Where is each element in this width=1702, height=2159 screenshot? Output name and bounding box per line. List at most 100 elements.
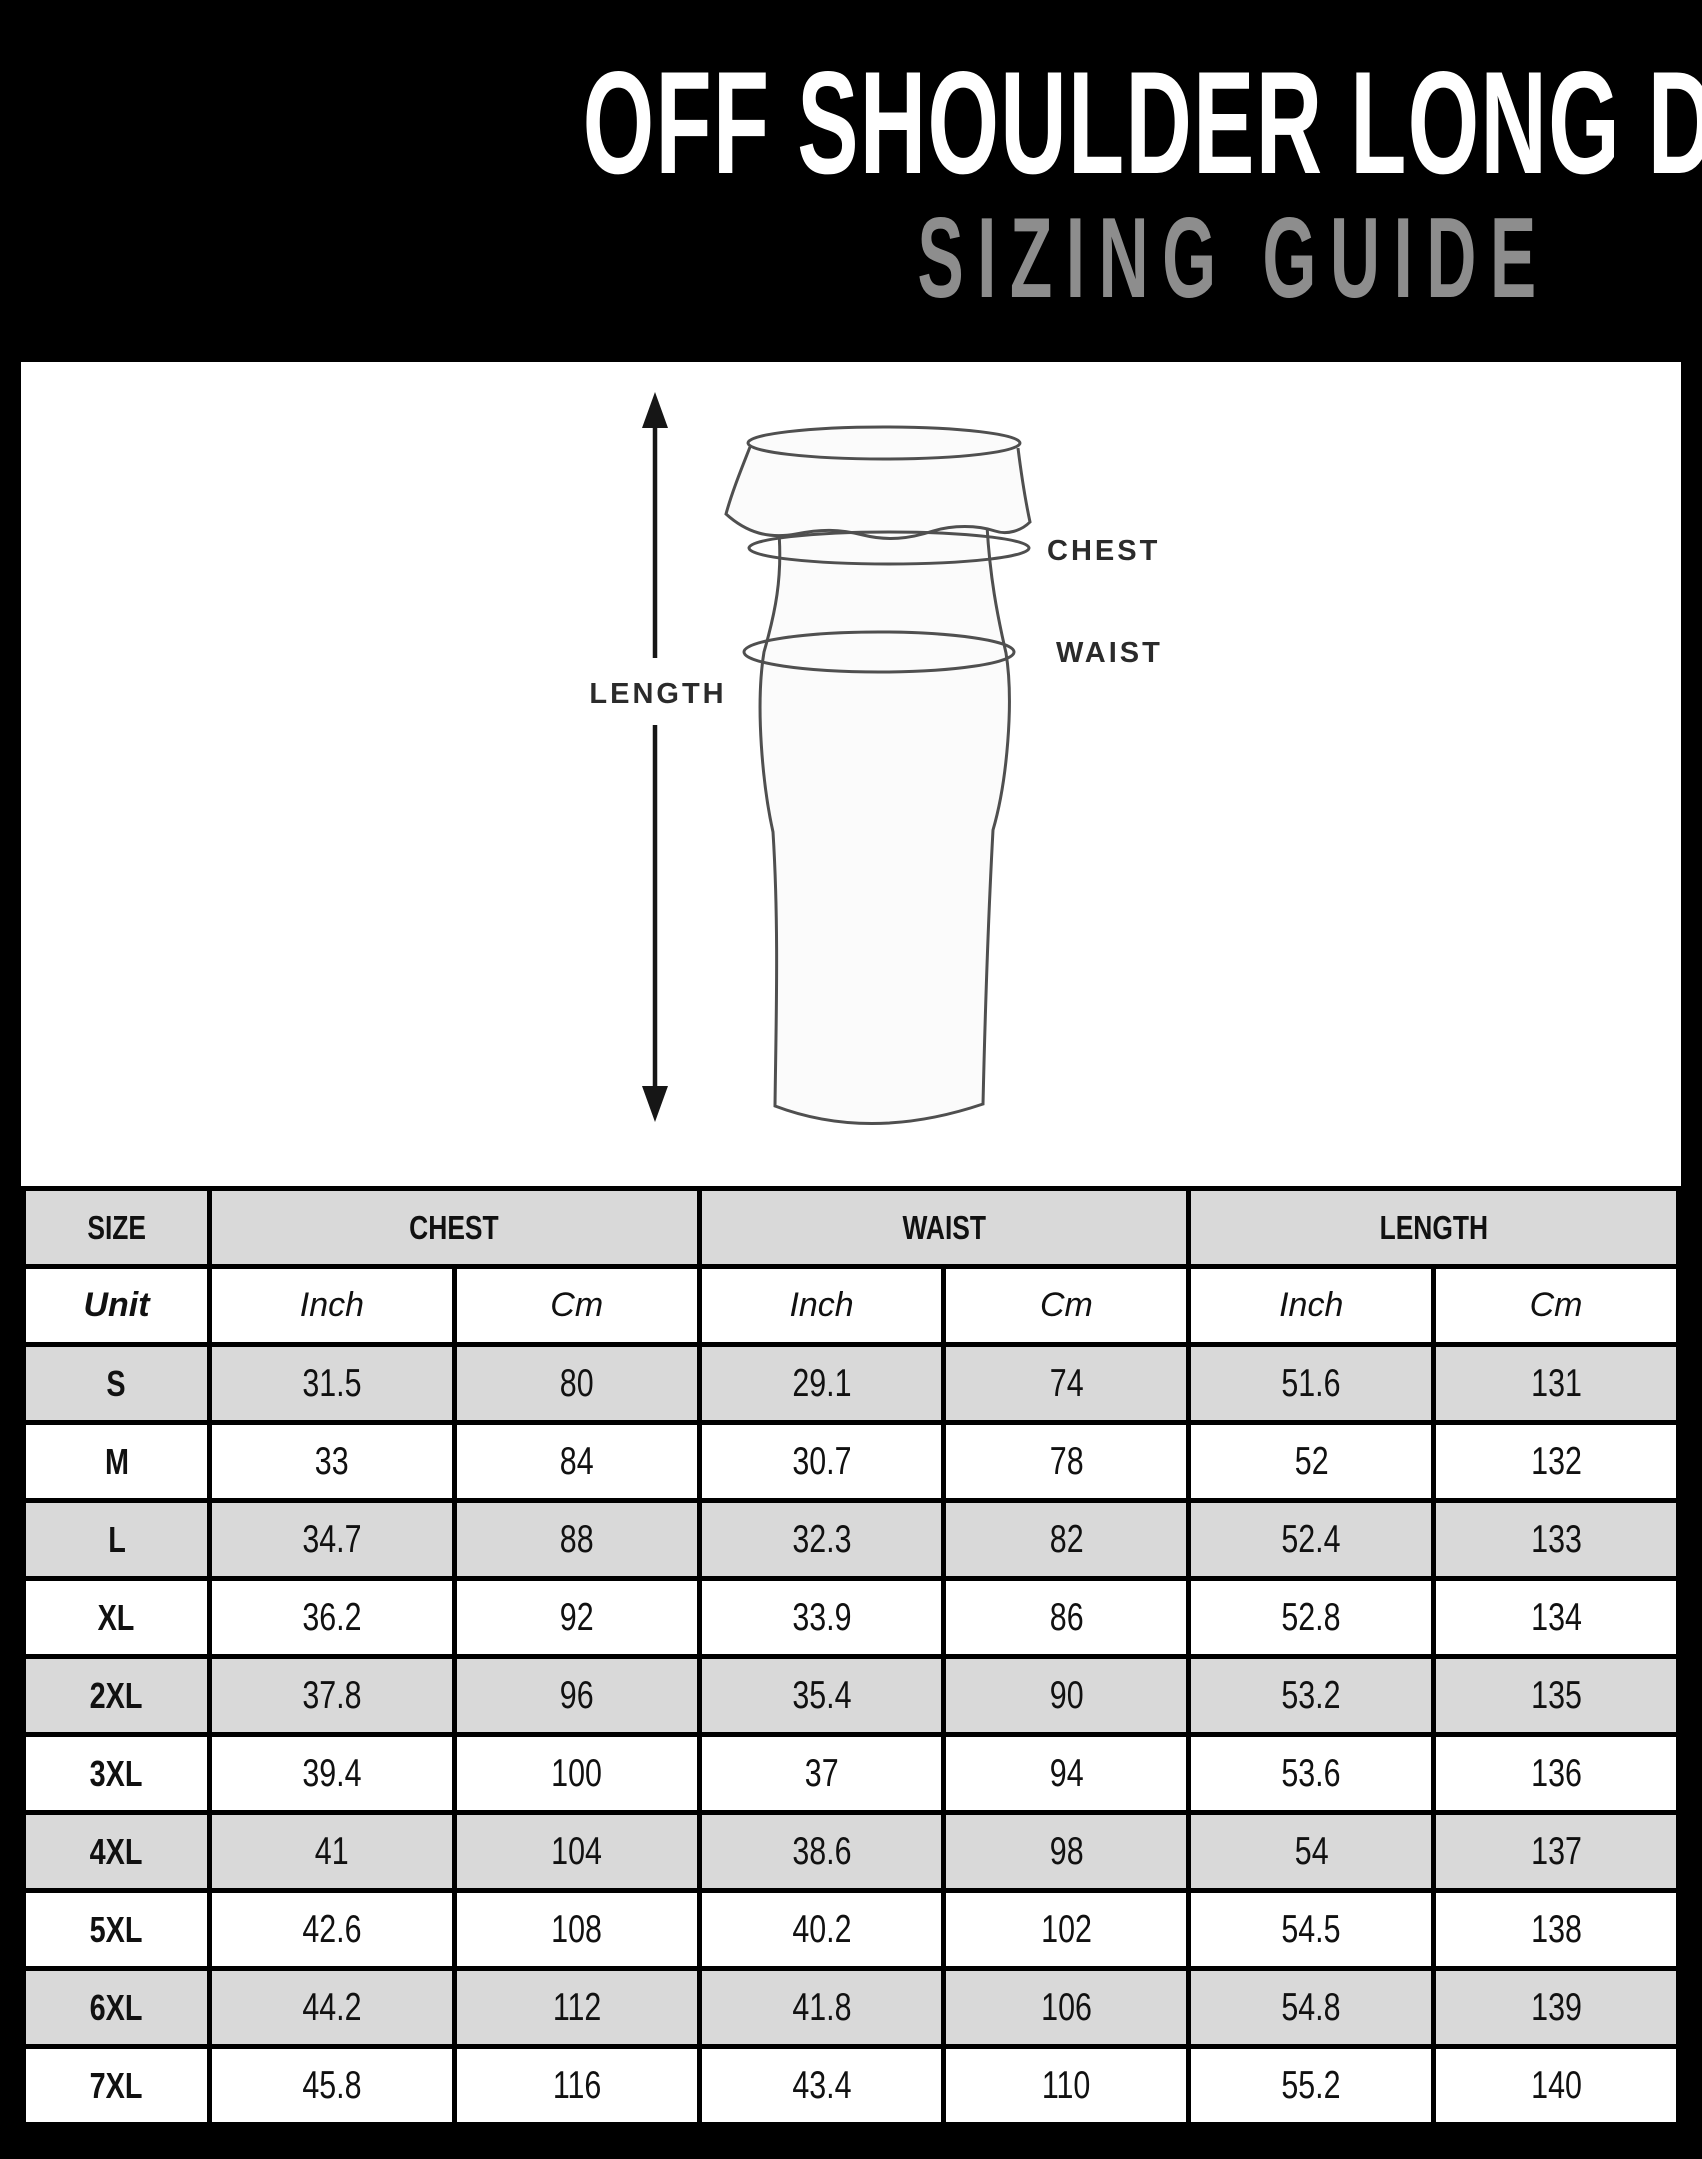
value-cell: 78 [941, 1420, 1192, 1503]
value-cell: 140 [1431, 2044, 1681, 2127]
value-cell: 33.9 [696, 1576, 947, 1659]
value-cell: 82 [941, 1498, 1192, 1581]
value-cell: 137 [1431, 1810, 1681, 1893]
value-cell: 96 [451, 1654, 702, 1737]
value-cell: 135 [1431, 1654, 1681, 1737]
value-cell: 41 [207, 1810, 457, 1893]
value-cell: 102 [941, 1888, 1192, 1971]
unit-cell: Inch [207, 1264, 457, 1347]
value-cell: 52.4 [1186, 1498, 1437, 1581]
unit-cell-text: Inch [789, 1286, 854, 1324]
size-cell: 5XL [21, 1888, 212, 1971]
value-cell: 90 [941, 1654, 1192, 1737]
dress-diagram: CHEST WAIST LENGTH [21, 362, 1681, 1186]
value-cell: 42.6 [207, 1888, 457, 1971]
value-cell: 92 [451, 1576, 702, 1659]
table-row: XL 36.2 92 33.9 86 52.8 134 [21, 1576, 1681, 1659]
waist-ellipse [742, 630, 1016, 674]
table-row: 3XL 39.4 100 37 94 53.6 136 [21, 1732, 1681, 1815]
col-header-chest: CHEST [207, 1186, 702, 1269]
length-label: LENGTH [589, 678, 726, 710]
value-cell: 37.8 [207, 1654, 457, 1737]
table-row: 4XL 41 104 38.6 98 54 137 [21, 1810, 1681, 1893]
table-row: L 34.7 88 32.3 82 52.4 133 [21, 1498, 1681, 1581]
value-cell: 116 [451, 2044, 702, 2127]
value-cell: 106 [941, 1966, 1192, 2049]
value-cell: 33 [207, 1420, 457, 1503]
value-cell: 131 [1431, 1342, 1681, 1425]
value-cell: 54.5 [1186, 1888, 1437, 1971]
value-cell: 86 [941, 1576, 1192, 1659]
col-header-size-text: SIZE [87, 1208, 146, 1246]
value-cell: 45.8 [207, 2044, 457, 2127]
value-cell: 35.4 [696, 1654, 947, 1737]
value-cell: 139 [1431, 1966, 1681, 2049]
value-cell: 52 [1186, 1420, 1437, 1503]
value-cell: 29.1 [696, 1342, 947, 1425]
value-cell: 53.6 [1186, 1732, 1437, 1815]
value-cell: 98 [941, 1810, 1192, 1893]
value-cell: 39.4 [207, 1732, 457, 1815]
value-cell: 104 [451, 1810, 702, 1893]
page-title: OFF SHOULDER LONG DRESS [175, 50, 1702, 196]
chest-ellipse [747, 530, 1031, 566]
ruffle-band-outline [724, 446, 1032, 540]
page-header: OFF SHOULDER LONG DRESS SIZING GUIDE [0, 0, 1702, 362]
value-cell: 110 [941, 2044, 1192, 2127]
value-cell: 37 [696, 1732, 947, 1815]
size-cell: 2XL [21, 1654, 212, 1737]
value-cell: 41.8 [696, 1966, 947, 2049]
value-cell: 32.3 [696, 1498, 947, 1581]
col-header-waist-text: WAIST [902, 1208, 986, 1246]
size-cell: XL [21, 1576, 212, 1659]
value-cell: 88 [451, 1498, 702, 1581]
unit-cell-text: Cm [1039, 1286, 1093, 1324]
unit-cell: Cm [1431, 1264, 1681, 1347]
value-cell: 52.8 [1186, 1576, 1437, 1659]
size-cell: M [21, 1420, 212, 1503]
unit-cell-text: Cm [550, 1286, 604, 1324]
subtitle-row: SIZING GUIDE [175, 202, 1536, 316]
value-cell: 34.7 [207, 1498, 457, 1581]
dress-body-outline [758, 520, 1011, 1125]
value-cell: 43.4 [696, 2044, 947, 2127]
unit-cell-text: Inch [1279, 1286, 1344, 1324]
value-cell: 132 [1431, 1420, 1681, 1503]
header-inner: OFF SHOULDER LONG DRESS SIZING GUIDE [175, 50, 1702, 316]
unit-cell-text: Inch [299, 1286, 365, 1324]
value-cell: 136 [1431, 1732, 1681, 1815]
value-cell: 74 [941, 1342, 1192, 1425]
unit-label-text: Unit [83, 1286, 150, 1324]
col-header-length: LENGTH [1186, 1186, 1681, 1269]
table-header-row: SIZE CHEST WAIST LENGTH [21, 1186, 1681, 1269]
page-title-text: OFF SHOULDER LONG DRESS [582, 41, 1702, 204]
sizing-panel: CHEST WAIST LENGTH SIZE CHEST WAIST LENG… [21, 362, 1681, 2127]
table-row: 2XL 37.8 96 35.4 90 53.2 135 [21, 1654, 1681, 1737]
unit-row: Unit Inch Cm Inch Cm Inch Cm [21, 1264, 1681, 1347]
waist-label: WAIST [1056, 637, 1163, 669]
size-cell: S [21, 1342, 212, 1425]
col-header-length-text: LENGTH [1379, 1208, 1488, 1246]
ruffle-band-fill [726, 447, 1030, 539]
col-header-chest-text: CHEST [409, 1208, 500, 1246]
unit-cell: Inch [1186, 1264, 1437, 1347]
unit-cell: Cm [451, 1264, 702, 1347]
value-cell: 94 [941, 1732, 1192, 1815]
size-cell: 4XL [21, 1810, 212, 1893]
size-cell: 3XL [21, 1732, 212, 1815]
chest-label: CHEST [1047, 535, 1160, 567]
value-cell: 38.6 [696, 1810, 947, 1893]
table-row: 5XL 42.6 108 40.2 102 54.5 138 [21, 1888, 1681, 1971]
size-table: SIZE CHEST WAIST LENGTH Unit Inch Cm Inc… [21, 1186, 1681, 2127]
value-cell: 55.2 [1186, 2044, 1437, 2127]
value-cell: 40.2 [696, 1888, 947, 1971]
value-cell: 134 [1431, 1576, 1681, 1659]
unit-cell: Cm [941, 1264, 1192, 1347]
size-cell: L [21, 1498, 212, 1581]
size-cell: 6XL [21, 1966, 212, 2049]
dress-diagram-svg: CHEST WAIST LENGTH [589, 392, 1163, 1125]
unit-cell-text: Cm [1529, 1286, 1583, 1324]
table-row: S 31.5 80 29.1 74 51.6 131 [21, 1342, 1681, 1425]
length-arrow-icon [642, 392, 668, 1122]
